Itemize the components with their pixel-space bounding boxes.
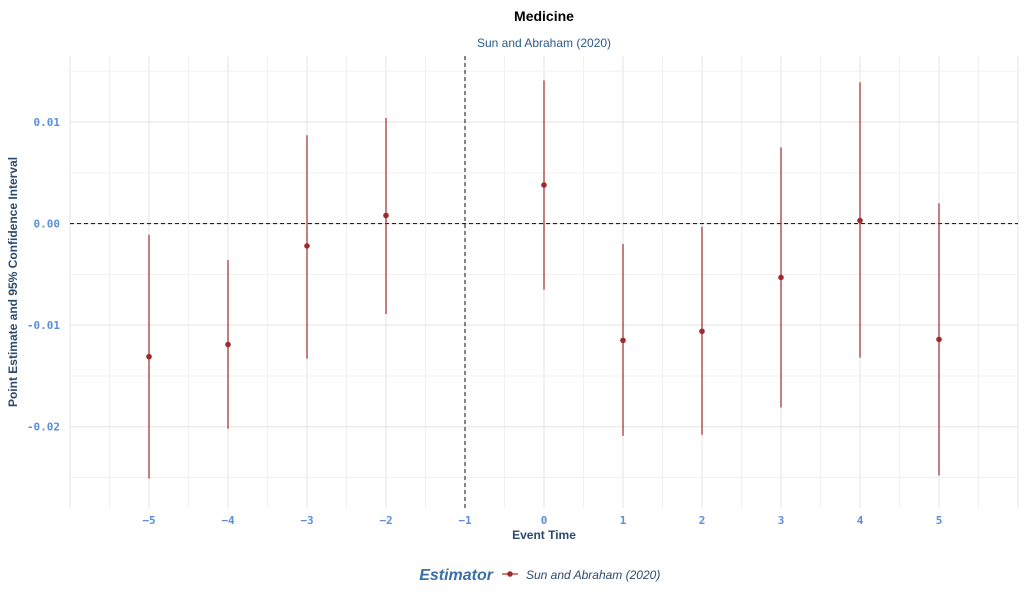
x-axis-title: Event Time — [512, 528, 576, 542]
point-estimate — [936, 336, 942, 343]
point-estimate — [146, 353, 152, 360]
legend-title: Estimator — [419, 567, 494, 584]
x-tick-label: −2 — [379, 514, 392, 527]
y-axis-title: Point Estimate and 95% Confidence Interv… — [6, 157, 20, 407]
axis-ticks: −5 −4 −3 −2 −1 0 1 2 3 4 5 0.01 0.00 -0.01 -0.02 — [27, 116, 942, 527]
reference-lines — [70, 56, 1018, 508]
x-tick-label: 3 — [778, 514, 785, 527]
x-tick-label: −3 — [300, 514, 313, 527]
legend: Estimator Sun and Abraham (2020) — [419, 567, 660, 584]
y-tick-label: 0.00 — [34, 218, 61, 231]
y-tick-label: -0.01 — [27, 319, 60, 332]
point-estimate — [304, 243, 310, 249]
point-estimate — [857, 217, 863, 224]
legend-key-point — [507, 571, 513, 577]
y-tick-label: -0.02 — [27, 421, 60, 434]
x-tick-label: 5 — [936, 514, 943, 527]
x-tick-label: 1 — [620, 514, 627, 527]
point-estimate — [699, 328, 705, 335]
legend-item-label: Sun and Abraham (2020) — [526, 568, 660, 582]
x-tick-label: −1 — [458, 514, 472, 527]
point-estimate — [383, 212, 389, 219]
chart-title: Medicine — [514, 8, 574, 24]
point-estimate — [225, 341, 231, 348]
plot-marks — [146, 80, 942, 479]
x-tick-label: −5 — [142, 514, 155, 527]
x-tick-label: −4 — [221, 514, 235, 527]
chart-subtitle: Sun and Abraham (2020) — [477, 36, 611, 50]
y-tick-label: 0.01 — [34, 116, 61, 129]
x-tick-label: 2 — [699, 514, 706, 527]
point-estimate — [620, 337, 626, 344]
x-tick-label: 0 — [541, 514, 548, 527]
point-estimate — [778, 274, 784, 281]
x-tick-label: 4 — [857, 514, 864, 527]
point-estimate — [541, 182, 547, 188]
